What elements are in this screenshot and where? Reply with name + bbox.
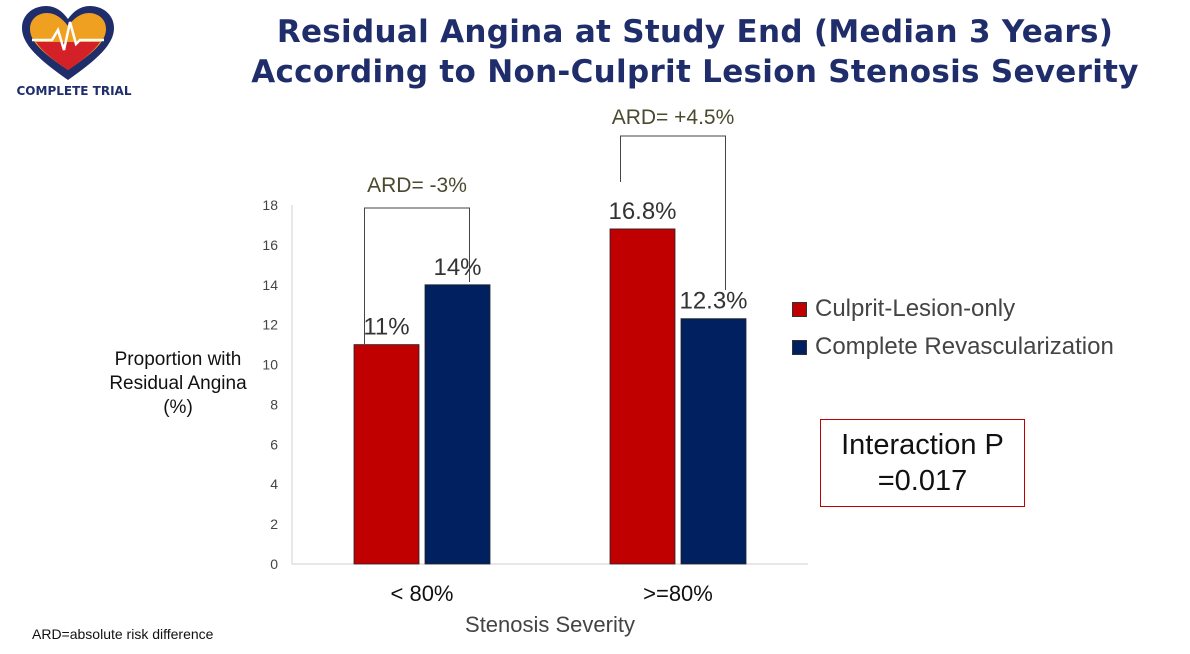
- y-axis-label: Proportion with Residual Angina (%): [88, 348, 268, 420]
- y-axis-label-line: Residual Angina: [109, 373, 247, 394]
- data-label: 12.3%: [679, 288, 747, 315]
- x-axis-label: Stenosis Severity: [465, 612, 635, 637]
- logo-text: COMPLETE TRIAL: [16, 84, 132, 98]
- legend-label: Culprit-Lesion-only: [815, 295, 1016, 322]
- ard-bracket: [620, 135, 726, 290]
- y-tick-label: 6: [270, 436, 278, 452]
- bar-culprit: [353, 344, 420, 565]
- complete-trial-logo: COMPLETE TRIAL: [8, 4, 131, 100]
- interaction-p-line-1: Interaction P: [841, 429, 1004, 461]
- y-tick-label: 4: [270, 476, 278, 492]
- legend-swatch-complete: [792, 339, 807, 355]
- bar-complete: [424, 284, 491, 565]
- heart-logo-icon: [22, 6, 114, 80]
- ard-annotation: ARD= -3%: [367, 174, 467, 197]
- title-line-2: According to Non-Culprit Lesion Stenosis…: [251, 54, 1139, 90]
- legend-item-culprit: Culprit-Lesion-only: [792, 290, 1114, 328]
- y-tick-label: 14: [262, 277, 278, 293]
- interaction-p-box: Interaction P =0.017: [820, 419, 1025, 507]
- x-tick-label: < 80%: [391, 581, 454, 606]
- legend-label: Complete Revascularization: [815, 333, 1114, 360]
- y-axis-label-line: Proportion with: [114, 349, 242, 370]
- page-title: Residual Angina at Study End (Median 3 Y…: [200, 12, 1190, 92]
- y-tick-label: 10: [262, 357, 278, 373]
- footnote: ARD=absolute risk difference: [32, 626, 214, 642]
- y-tick-label: 16: [262, 237, 278, 253]
- legend-swatch-culprit: [792, 301, 807, 317]
- data-label: 14%: [433, 254, 481, 281]
- y-tick-label: 18: [262, 197, 278, 213]
- y-tick-label: 2: [270, 516, 278, 532]
- legend-item-complete: Complete Revascularization: [792, 328, 1114, 366]
- y-tick-label: 12: [262, 317, 278, 333]
- ard-annotation: ARD= +4.5%: [612, 106, 735, 129]
- y-axis-label-line: (%): [163, 397, 193, 418]
- y-tick-label: 0: [270, 556, 278, 572]
- x-tick-label: >=80%: [643, 581, 713, 606]
- bar-culprit: [609, 228, 676, 565]
- bar-complete: [680, 318, 747, 565]
- title-line-1: Residual Angina at Study End (Median 3 Y…: [276, 14, 1114, 50]
- ard-bracket: [364, 207, 470, 344]
- interaction-p-line-2: =0.017: [877, 465, 968, 497]
- data-label: 16.8%: [608, 198, 676, 225]
- y-tick-label: 8: [270, 396, 278, 412]
- legend: Culprit-Lesion-only Complete Revasculari…: [792, 290, 1114, 366]
- data-label: 11%: [363, 314, 409, 341]
